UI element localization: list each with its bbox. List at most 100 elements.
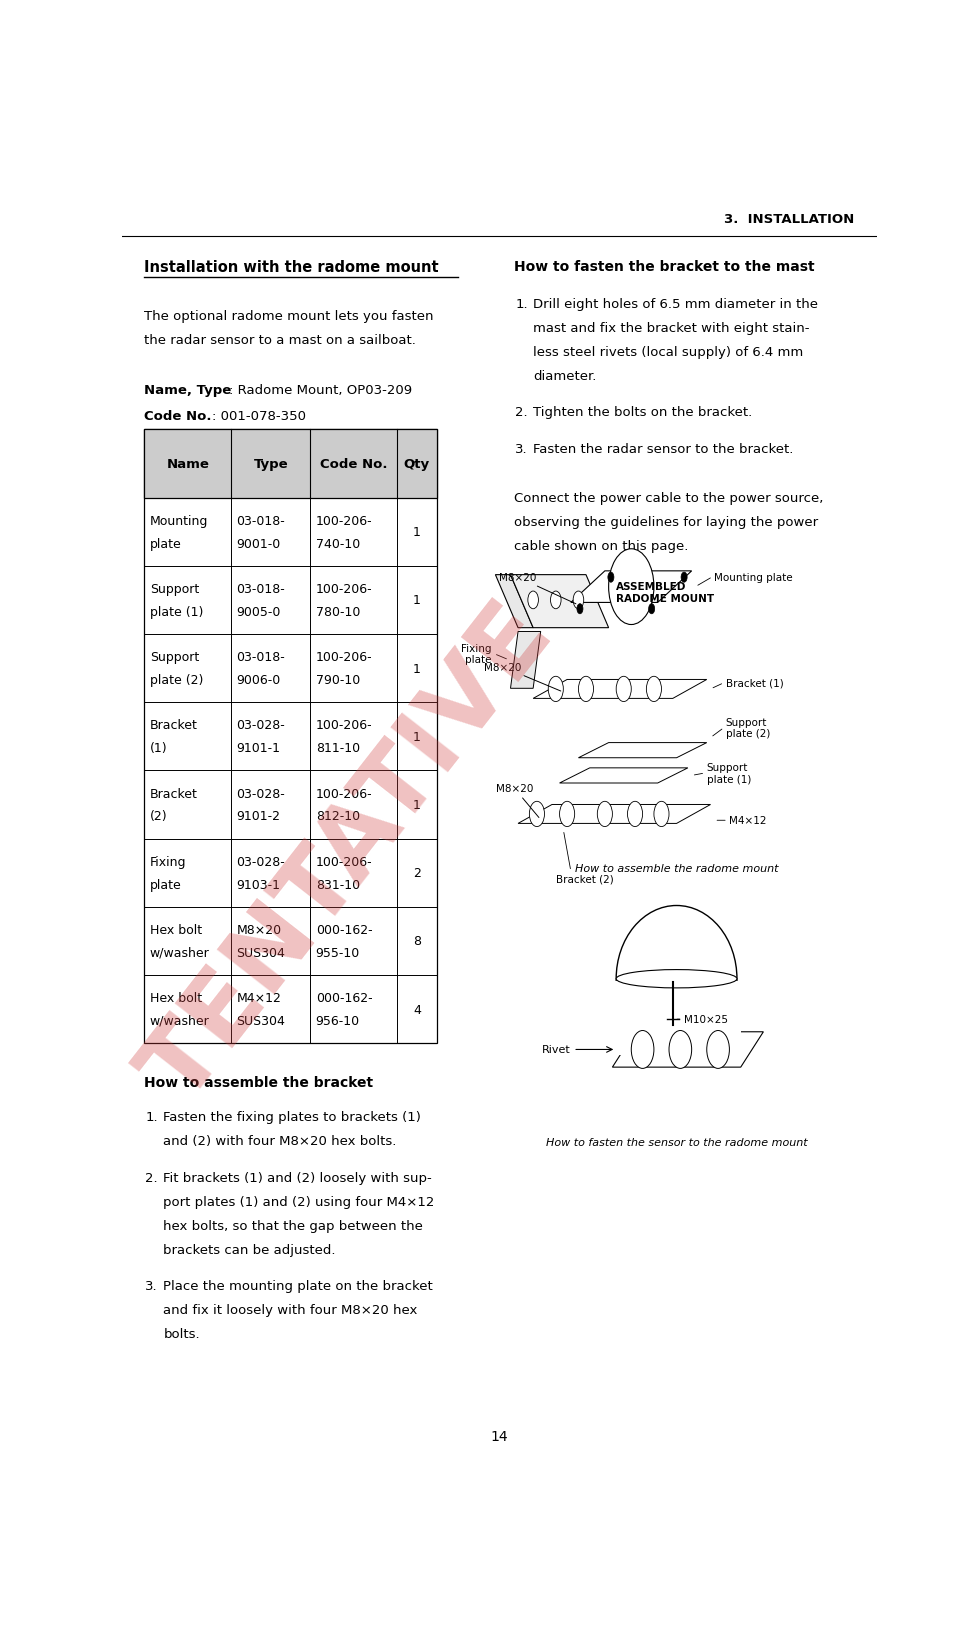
- Circle shape: [560, 801, 575, 828]
- Text: Hex bolt: Hex bolt: [150, 923, 202, 936]
- Text: plate (2): plate (2): [150, 674, 203, 687]
- Text: 1: 1: [413, 662, 421, 675]
- Text: 955-10: 955-10: [316, 946, 360, 959]
- Text: 2.: 2.: [145, 1170, 158, 1183]
- Text: bolts.: bolts.: [164, 1328, 200, 1341]
- Text: Rivet: Rivet: [543, 1044, 571, 1056]
- Text: 100-206-: 100-206-: [316, 787, 372, 800]
- Polygon shape: [496, 575, 533, 628]
- Circle shape: [608, 572, 614, 583]
- Text: less steel rivets (local supply) of 6.4 mm: less steel rivets (local supply) of 6.4 …: [533, 346, 804, 359]
- Circle shape: [579, 677, 593, 701]
- Text: Fixing: Fixing: [150, 856, 186, 869]
- Circle shape: [631, 1031, 654, 1069]
- Text: M4×12: M4×12: [237, 992, 281, 1005]
- Text: 03-028-: 03-028-: [237, 787, 285, 800]
- Text: brackets can be adjusted.: brackets can be adjusted.: [164, 1242, 336, 1255]
- Text: 2.: 2.: [515, 406, 528, 420]
- Polygon shape: [510, 633, 541, 688]
- Text: Fixing
plate: Fixing plate: [461, 644, 492, 665]
- Text: Mounting: Mounting: [150, 515, 208, 528]
- Text: : 001-078-350: : 001-078-350: [212, 410, 307, 423]
- Polygon shape: [613, 1033, 764, 1067]
- Text: Installation with the radome mount: Installation with the radome mount: [144, 259, 439, 275]
- Text: Name, Type: Name, Type: [144, 384, 232, 397]
- Text: 8: 8: [413, 934, 421, 947]
- Text: Mounting plate: Mounting plate: [714, 572, 793, 582]
- Text: 4: 4: [413, 1003, 421, 1016]
- Text: Bracket (1): Bracket (1): [726, 679, 783, 688]
- Polygon shape: [518, 805, 711, 824]
- FancyBboxPatch shape: [613, 982, 741, 1056]
- Text: diameter.: diameter.: [533, 369, 596, 382]
- Text: How to fasten the sensor to the radome mount: How to fasten the sensor to the radome m…: [545, 1137, 807, 1147]
- Text: 1.: 1.: [145, 1110, 158, 1123]
- Text: Bracket: Bracket: [150, 787, 198, 800]
- Ellipse shape: [617, 970, 737, 988]
- Text: 03-018-: 03-018-: [237, 515, 285, 528]
- Text: 831-10: 831-10: [316, 879, 359, 892]
- Circle shape: [669, 1031, 692, 1069]
- Circle shape: [528, 592, 539, 610]
- Text: plate: plate: [150, 879, 181, 892]
- Circle shape: [654, 801, 669, 828]
- Text: 14: 14: [490, 1429, 508, 1444]
- Text: 03-018-: 03-018-: [237, 583, 285, 595]
- Circle shape: [681, 572, 687, 583]
- Text: 000-162-: 000-162-: [316, 923, 372, 936]
- Text: 740-10: 740-10: [316, 538, 360, 551]
- FancyBboxPatch shape: [144, 429, 436, 1044]
- Text: The optional radome mount lets you fasten: The optional radome mount lets you faste…: [144, 310, 433, 323]
- Circle shape: [609, 549, 654, 624]
- Text: 9005-0: 9005-0: [237, 605, 281, 618]
- Text: M8×20: M8×20: [496, 783, 539, 818]
- Text: 03-018-: 03-018-: [237, 651, 285, 664]
- Text: 9101-1: 9101-1: [237, 742, 281, 754]
- Text: (2): (2): [150, 810, 168, 823]
- Text: the radar sensor to a mast on a sailboat.: the radar sensor to a mast on a sailboat…: [144, 334, 416, 347]
- Text: How to assemble the bracket: How to assemble the bracket: [144, 1075, 373, 1088]
- Text: and fix it loosely with four M8×20 hex: and fix it loosely with four M8×20 hex: [164, 1303, 418, 1316]
- Text: 3.: 3.: [145, 1280, 158, 1293]
- Text: 1.: 1.: [515, 298, 528, 311]
- Text: 3.: 3.: [515, 443, 528, 456]
- Text: 000-162-: 000-162-: [316, 992, 372, 1005]
- Text: Fasten the fixing plates to brackets (1): Fasten the fixing plates to brackets (1): [164, 1110, 421, 1123]
- Text: Support
plate (2): Support plate (2): [726, 718, 770, 739]
- Text: Connect the power cable to the power source,: Connect the power cable to the power sou…: [514, 492, 824, 505]
- Text: plate (1): plate (1): [150, 605, 203, 618]
- Circle shape: [617, 677, 631, 701]
- Text: M8×20: M8×20: [500, 572, 576, 605]
- Text: TENTATIVE: TENTATIVE: [125, 587, 572, 1119]
- Text: 812-10: 812-10: [316, 810, 359, 823]
- Text: observing the guidelines for laying the power: observing the guidelines for laying the …: [514, 516, 818, 529]
- Text: 03-028-: 03-028-: [237, 856, 285, 869]
- Text: Place the mounting plate on the bracket: Place the mounting plate on the bracket: [164, 1280, 433, 1293]
- Text: w/washer: w/washer: [150, 946, 209, 959]
- Text: M4×12: M4×12: [730, 816, 767, 826]
- Text: w/washer: w/washer: [150, 1015, 209, 1028]
- Text: Support: Support: [150, 651, 199, 664]
- Text: 100-206-: 100-206-: [316, 856, 372, 869]
- Text: Code No.: Code No.: [320, 457, 388, 470]
- Text: Type: Type: [253, 457, 288, 470]
- Text: 9001-0: 9001-0: [237, 538, 281, 551]
- Text: SUS304: SUS304: [237, 946, 285, 959]
- Text: 1: 1: [413, 526, 421, 539]
- Text: 780-10: 780-10: [316, 605, 360, 618]
- Text: How to assemble the radome mount: How to assemble the radome mount: [575, 864, 778, 874]
- Text: Name: Name: [167, 457, 209, 470]
- Text: ASSEMBLED
RADOME MOUNT: ASSEMBLED RADOME MOUNT: [617, 582, 714, 603]
- Text: M10×25: M10×25: [684, 1015, 729, 1024]
- Text: 811-10: 811-10: [316, 742, 359, 754]
- Text: 100-206-: 100-206-: [316, 720, 372, 733]
- Circle shape: [627, 801, 643, 828]
- Text: 3.  INSTALLATION: 3. INSTALLATION: [724, 213, 854, 226]
- Text: port plates (1) and (2) using four M4×12: port plates (1) and (2) using four M4×12: [164, 1195, 434, 1208]
- Text: mast and fix the bracket with eight stain-: mast and fix the bracket with eight stai…: [533, 321, 809, 334]
- Text: 9101-2: 9101-2: [237, 810, 281, 823]
- Circle shape: [647, 677, 661, 701]
- Text: Bracket: Bracket: [150, 720, 198, 733]
- Text: plate: plate: [150, 538, 181, 551]
- Text: 956-10: 956-10: [316, 1015, 359, 1028]
